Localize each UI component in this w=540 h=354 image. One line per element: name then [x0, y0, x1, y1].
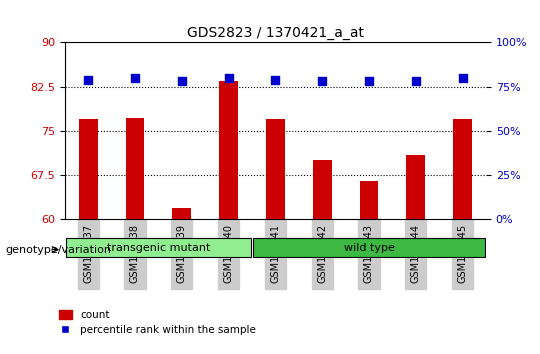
FancyBboxPatch shape: [66, 238, 251, 257]
Point: [364, 78, 373, 84]
Point: [318, 78, 327, 84]
Bar: [126, 118, 144, 219]
Point: [131, 75, 139, 81]
Bar: [360, 181, 379, 219]
FancyBboxPatch shape: [253, 238, 485, 257]
Legend: count, percentile rank within the sample: count, percentile rank within the sample: [59, 310, 256, 335]
Text: genotype/variation: genotype/variation: [5, 245, 111, 255]
Bar: [453, 119, 472, 219]
Point: [411, 78, 420, 84]
Point: [458, 75, 467, 81]
Bar: [266, 119, 285, 219]
Point: [271, 77, 280, 82]
Bar: [407, 155, 425, 219]
Title: GDS2823 / 1370421_a_at: GDS2823 / 1370421_a_at: [187, 26, 364, 40]
Point: [84, 77, 92, 82]
Point: [178, 79, 186, 84]
Point: [224, 75, 233, 81]
Bar: [172, 208, 191, 219]
Bar: [313, 160, 332, 219]
Bar: [79, 119, 98, 219]
Bar: [219, 81, 238, 219]
Text: transgenic mutant: transgenic mutant: [107, 243, 210, 253]
Text: wild type: wild type: [343, 243, 394, 253]
